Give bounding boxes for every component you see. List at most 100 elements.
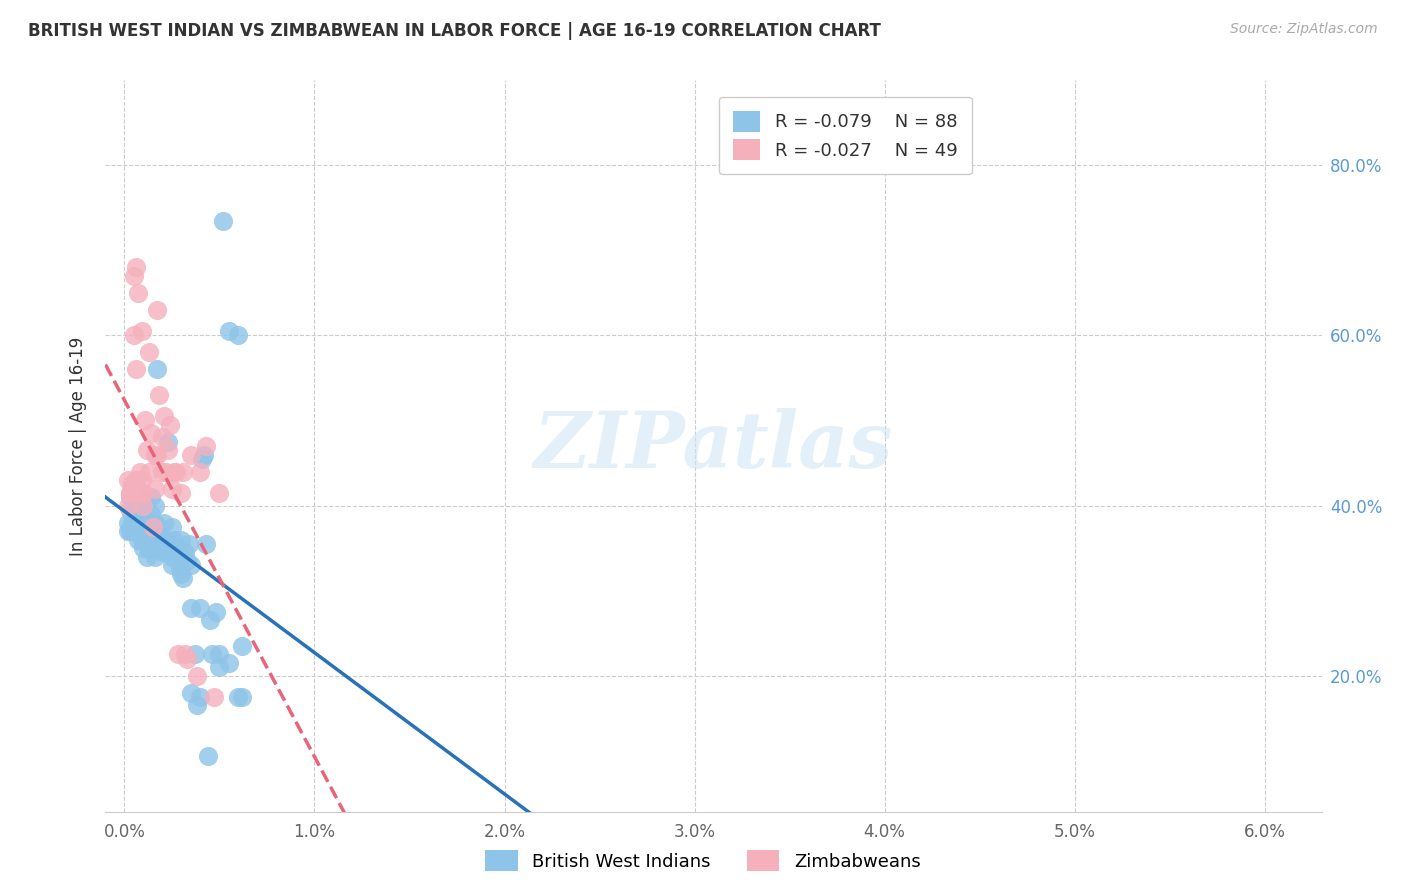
Point [172, 571, 194, 585]
Y-axis label: In Labor Force | Age 16-19: In Labor Force | Age 16-19 [69, 336, 87, 556]
Point [149, 533, 172, 547]
Point [125, 473, 148, 487]
Point [172, 465, 194, 479]
Point [157, 434, 180, 449]
Point [138, 345, 160, 359]
Point [231, 639, 253, 653]
Point [155, 533, 177, 547]
Point [170, 485, 193, 500]
Point [117, 473, 139, 487]
Point [218, 656, 240, 670]
Point [117, 516, 139, 530]
Point [122, 268, 145, 283]
Point [136, 549, 159, 564]
Point [117, 499, 139, 513]
Point [159, 417, 181, 432]
Point [143, 448, 166, 462]
Point [143, 549, 166, 564]
Text: BRITISH WEST INDIAN VS ZIMBABWEAN IN LABOR FORCE | AGE 16-19 CORRELATION CHART: BRITISH WEST INDIAN VS ZIMBABWEAN IN LAB… [28, 22, 882, 40]
Point [142, 537, 165, 551]
Point [198, 613, 221, 627]
Point [142, 520, 165, 534]
Point [134, 503, 156, 517]
Point [138, 520, 160, 534]
Point [165, 465, 187, 479]
Point [139, 507, 162, 521]
Point [180, 600, 202, 615]
Point [193, 448, 215, 462]
Point [160, 558, 183, 572]
Point [174, 648, 197, 662]
Point [132, 485, 155, 500]
Point [152, 537, 174, 551]
Point [170, 566, 193, 581]
Point [148, 388, 170, 402]
Point [174, 545, 197, 559]
Point [134, 520, 156, 534]
Point [228, 690, 250, 704]
Point [120, 485, 142, 500]
Point [191, 451, 214, 466]
Point [152, 430, 174, 444]
Point [195, 537, 218, 551]
Point [131, 528, 153, 542]
Point [131, 473, 153, 487]
Point [121, 516, 143, 530]
Point [128, 520, 150, 534]
Point [163, 465, 186, 479]
Point [128, 465, 150, 479]
Point [125, 362, 148, 376]
Point [176, 651, 198, 665]
Point [132, 490, 155, 504]
Point [138, 541, 160, 555]
Point [122, 477, 145, 491]
Text: ZIPatlas: ZIPatlas [534, 408, 893, 484]
Point [218, 324, 240, 338]
Point [208, 648, 231, 662]
Point [127, 285, 149, 300]
Point [142, 520, 165, 534]
Point [145, 362, 167, 376]
Point [190, 690, 212, 704]
Point [160, 482, 183, 496]
Point [152, 465, 174, 479]
Point [131, 324, 153, 338]
Point [125, 516, 148, 530]
Point [122, 328, 145, 343]
Point [228, 328, 250, 343]
Point [201, 648, 224, 662]
Point [180, 558, 202, 572]
Point [184, 648, 207, 662]
Text: Source: ZipAtlas.com: Source: ZipAtlas.com [1230, 22, 1378, 37]
Point [190, 465, 212, 479]
Point [190, 600, 212, 615]
Point [127, 533, 149, 547]
Point [127, 516, 149, 530]
Point [212, 213, 235, 227]
Point [166, 541, 188, 555]
Point [180, 686, 202, 700]
Point [121, 477, 143, 491]
Point [120, 490, 142, 504]
Point [122, 499, 145, 513]
Point [170, 533, 193, 547]
Point [120, 524, 142, 538]
Point [143, 482, 166, 496]
Point [143, 516, 166, 530]
Point [186, 698, 208, 713]
Point [152, 545, 174, 559]
Point [208, 485, 231, 500]
Point [143, 499, 166, 513]
Point [131, 533, 153, 547]
Point [127, 490, 149, 504]
Point [180, 448, 202, 462]
Point [145, 541, 167, 555]
Point [120, 503, 142, 517]
Point [122, 511, 145, 525]
Point [136, 516, 159, 530]
Point [121, 524, 143, 538]
Point [139, 426, 162, 441]
Point [117, 524, 139, 538]
Point [166, 648, 188, 662]
Point [153, 516, 176, 530]
